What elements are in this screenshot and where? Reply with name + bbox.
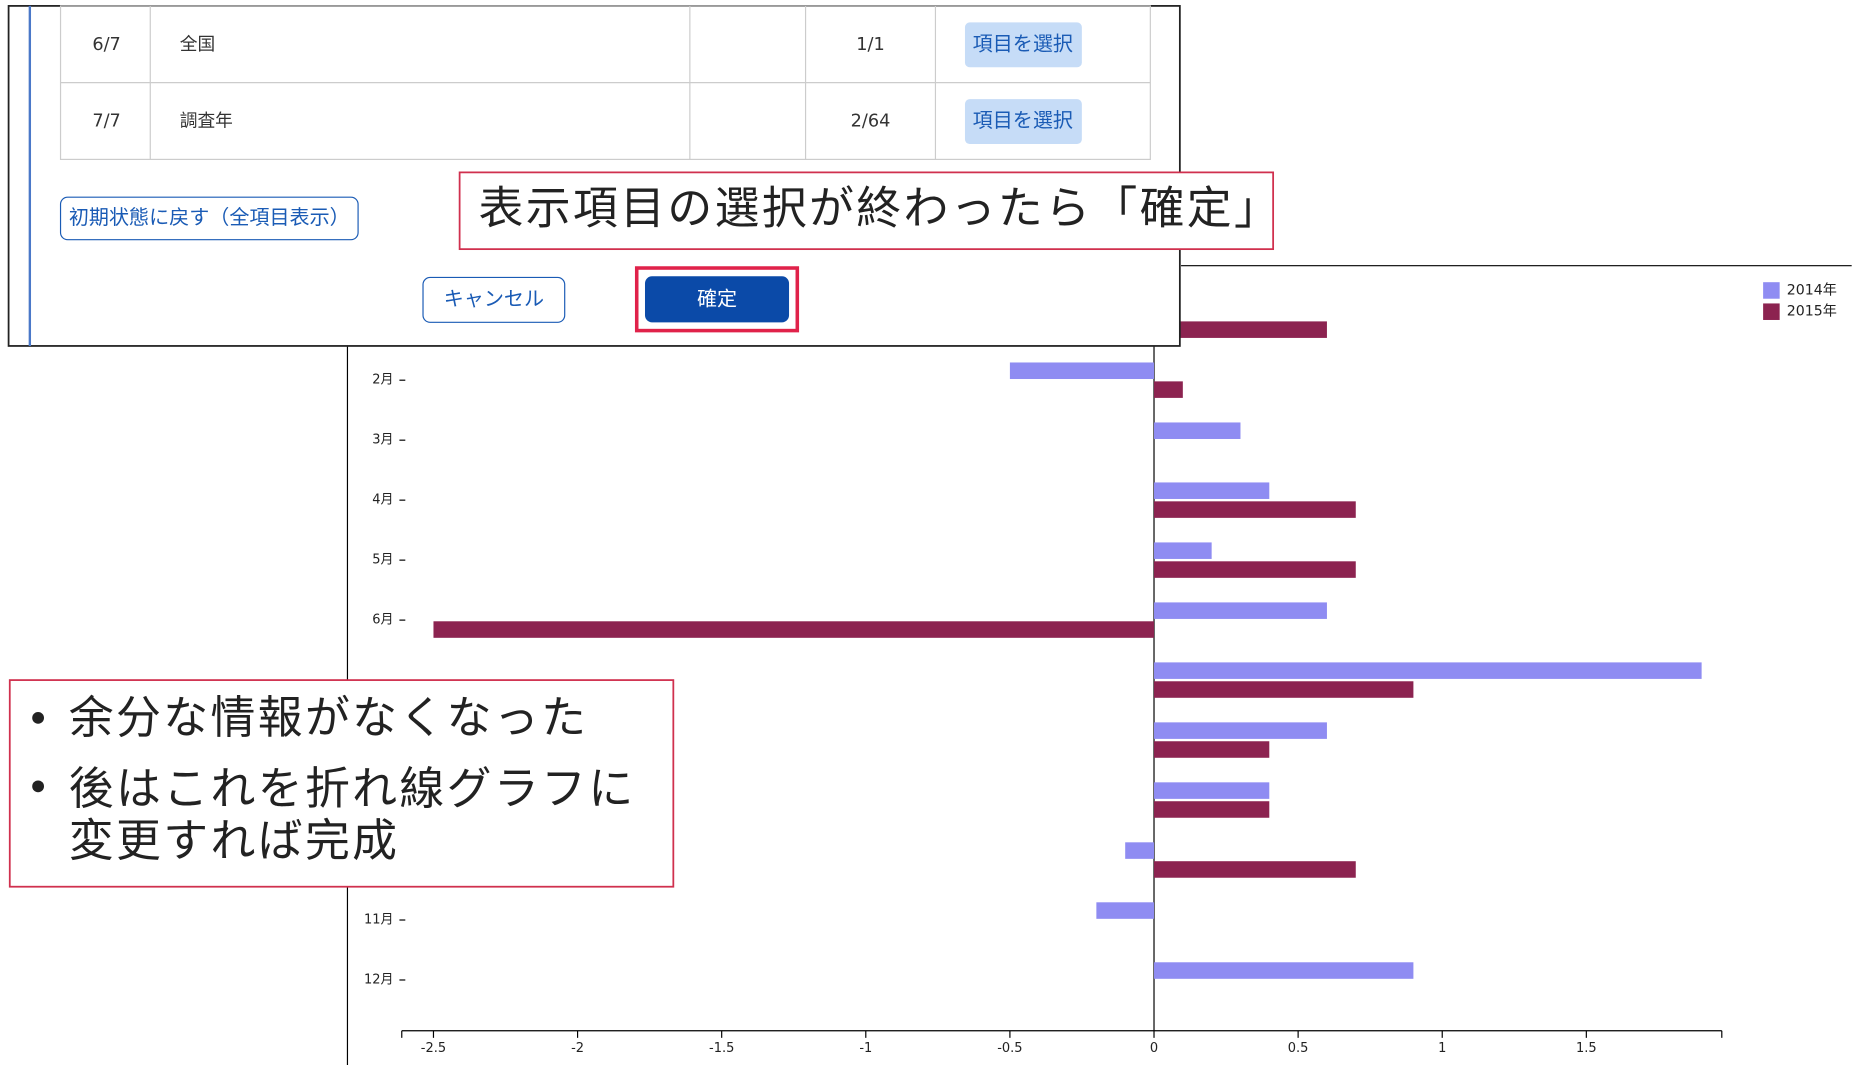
bullet-1: 余分な情報がなくなった: [68, 691, 589, 744]
bar: [1154, 681, 1414, 698]
cancel-button[interactable]: [422, 276, 566, 323]
chart: -2.5 -2 -1.5 -1 -0.5 0 0.5 1 1.5 2月 3月 4月 5月 6月 11月 12月…: [346, 265, 1852, 1065]
item-cell: 調査年: [180, 111, 233, 132]
bar: [1154, 602, 1327, 619]
bar: [433, 621, 1155, 638]
bar: [1154, 801, 1270, 818]
bar: [1154, 962, 1414, 979]
bullets: 余分な情報がなくなった 後はこれを折れ線グラフに変更すれば完成: [68, 691, 636, 867]
select-button-label: 項目を選択: [973, 31, 1073, 55]
select-button[interactable]: [964, 22, 1082, 68]
x-tick-label: 1.5: [1576, 1041, 1597, 1056]
reset-button[interactable]: [59, 196, 359, 241]
reset-button-label: 初期状態に戻す（全項目表示）: [69, 205, 350, 229]
y-tick-label: 4月: [372, 493, 393, 508]
x-tick-label: -2.5: [421, 1041, 446, 1056]
bullet-2: 後はこれを折れ線グラフに変更すれば完成: [68, 762, 636, 867]
legend-swatch: [1763, 282, 1780, 299]
bar: [1154, 662, 1702, 679]
x-tick-label: -1: [859, 1041, 872, 1056]
y-tick-label: 6月: [372, 613, 393, 628]
y-tick-label: 12月: [364, 972, 393, 987]
item-cell: 全国: [180, 34, 215, 55]
bar: [1154, 321, 1327, 338]
count-cell: 1/1: [856, 35, 884, 55]
bar: [1154, 741, 1270, 758]
bullet-dot: [32, 711, 45, 724]
x-tick-label: 0: [1150, 1041, 1158, 1056]
legend-swatch: [1763, 303, 1780, 320]
bar: [1009, 362, 1155, 380]
bar: [1154, 861, 1356, 878]
confirm-highlight: [634, 266, 800, 333]
bar: [1154, 482, 1270, 499]
y-tick-label: 11月: [364, 913, 393, 928]
step-cell: 6/7: [92, 35, 121, 55]
bar: [1154, 561, 1356, 578]
x-tick-label: 1: [1438, 1041, 1446, 1056]
x-tick-label: -2: [571, 1041, 584, 1056]
y-tick-label: 3月: [372, 433, 393, 448]
count-cell: 2/64: [851, 112, 891, 132]
legend-label: 2015年: [1787, 304, 1837, 320]
bar: [1154, 381, 1183, 398]
y-tick-label: 5月: [372, 553, 393, 568]
select-button-label: 項目を選択: [973, 108, 1073, 132]
step-cell: 7/7: [92, 112, 121, 132]
y-tick-label: 2月: [372, 373, 393, 388]
x-tick-label: -0.5: [997, 1041, 1022, 1056]
top-callout-text: 表示項目の選択が終わったら「確定」: [479, 181, 1282, 234]
bar: [1154, 422, 1241, 439]
cancel-button-label: キャンセル: [444, 286, 544, 310]
bullet-dot: [32, 780, 45, 793]
bar: [1154, 501, 1356, 518]
legend-label: 2014年: [1787, 282, 1837, 298]
bar: [1154, 782, 1270, 799]
select-button[interactable]: [964, 99, 1082, 145]
x-tick-label: -1.5: [709, 1041, 734, 1056]
confirm-button-label: 確定: [697, 286, 737, 310]
bar: [1154, 722, 1327, 739]
x-tick-label: 0.5: [1288, 1041, 1309, 1056]
bar: [1154, 542, 1212, 559]
bullet-callout: [8, 679, 675, 888]
top-callout: [458, 171, 1275, 251]
callouts: 表示項目の選択が終わったら「確定」 余分な情報がなくなった 後はこれを折れ線グラ…: [8, 171, 1282, 888]
bar: [1096, 902, 1155, 919]
bar: [1125, 842, 1155, 859]
confirm-button[interactable]: [644, 276, 790, 323]
